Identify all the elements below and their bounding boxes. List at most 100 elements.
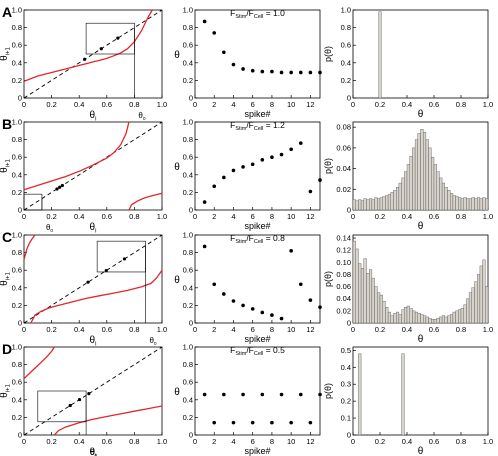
x-tick-label: 6 [251,212,255,221]
axes-frame [352,346,489,436]
y-tick-label: 0.2 [183,188,193,197]
x-tick-label: 0 [22,325,26,334]
axes-frame [194,9,321,99]
histogram-bar [398,182,402,211]
y-axis-label: p(θ) [323,383,333,399]
y-tick-label: 0.4 [341,363,351,372]
histogram-bar [471,287,475,324]
x-tick-label: 6 [251,437,255,446]
x-tick-label: 0.4 [402,437,412,446]
histogram-bar [428,147,432,211]
histogram-bar [401,353,405,436]
fixed-point-label: θ0 [90,448,97,456]
y-tick-label: 0.4 [183,283,193,292]
y-tick-label: 0 [347,431,351,440]
data-point [202,19,207,24]
y-tick-label: 0.8 [12,23,22,32]
y-tick-label: 0.8 [12,135,22,144]
y-tick-label: 0 [189,206,193,215]
histogram-bar [393,190,397,211]
x-tick-label: 0.6 [102,437,112,446]
param-title: FStim/FCell = 1.2 [230,120,285,132]
histogram-bar [409,308,413,324]
histogram-bar [468,198,473,211]
histogram-bar [401,177,405,211]
y-tick-label: 1.0 [183,231,193,240]
histogram-bar [398,314,402,324]
data-point [289,420,293,425]
histogram-bar [379,197,383,211]
histogram-bar [409,155,413,211]
data-point [289,147,293,152]
fixed-point-label: θ0 [149,336,156,347]
histogram-bar [363,198,367,211]
data-point [270,313,274,317]
x-tick-label: 10 [287,437,295,446]
y-tick-label: 1.0 [12,6,22,15]
histogram-bar [479,265,483,324]
histogram-bar [387,311,392,324]
y-axis-label: p(θ) [323,158,333,174]
y-tick-label: 0.08 [336,123,351,132]
axes-frame [194,234,321,324]
histogram-bar [452,195,456,211]
identity-diagonal [23,346,163,436]
data-point [231,168,236,173]
y-tick-label: 0.6 [183,378,193,387]
x-tick-label: 0.4 [74,100,84,109]
phase-map-curve-branch [128,192,163,211]
data-point [279,152,284,157]
histogram-bar [358,263,362,324]
y-tick-label: 0.3 [341,380,351,389]
x-axis-label: θ [418,334,424,345]
data-point [289,70,293,75]
x-tick-label: 0.8 [129,212,139,221]
histogram-bar [482,197,486,211]
y-tick-label: 0.4 [183,58,193,67]
fixed-point-label: θ0 [46,223,53,234]
y-tick-label: 0.8 [183,360,193,369]
y-axis-label: θi+1 [0,271,12,285]
axes-frame [23,234,163,324]
x-tick-label: 0 [193,100,197,109]
histogram-bar [485,286,489,324]
x-tick-label: 8 [270,325,274,334]
data-point [279,70,284,75]
x-tick-label: 0.8 [456,212,466,221]
x-tick-label: 2 [212,437,216,446]
y-tick-label: 0.4 [12,58,22,67]
x-tick-label: 6 [251,100,255,109]
x-tick-label: 0.4 [402,325,412,334]
data-point [270,420,274,425]
data-point [318,178,322,182]
x-axis-label: θi [90,447,97,456]
x-tick-label: 0.6 [429,100,439,109]
histogram-bar [369,269,373,324]
x-tick-label: 0.8 [129,100,139,109]
phase-map-curve-branch [53,405,163,436]
y-tick-label: 0.2 [341,397,351,406]
y-tick-label: 0 [18,94,22,103]
data-point [308,189,313,194]
histogram-bar [423,132,427,211]
x-tick-label: 0.8 [456,325,466,334]
y-tick-label: 0.2 [12,301,22,310]
x-axis-label: spike# [244,446,270,456]
histogram-bar [374,286,378,324]
histogram-bar [455,196,459,211]
x-axis-label: θ [418,446,424,456]
histogram-bar [352,199,356,211]
x-tick-label: 0.2 [46,212,56,221]
x-tick-label: 4 [231,437,235,446]
data-point [212,184,217,189]
panel-C-series: 0 2 4 6 8 10 12 0 0.2 0.4 0.6 0.8 1.0 θ spike# FStim/FC… [174,231,322,344]
data-point [231,299,236,303]
y-tick-label: 0.04 [336,294,351,303]
histogram-bar [417,313,421,324]
y-tick-label: 0 [18,319,22,328]
y-tick-label: 0.6 [12,41,22,50]
data-point [260,392,265,397]
histogram-bar [482,259,486,324]
phase-map-curve-branch [30,269,163,324]
